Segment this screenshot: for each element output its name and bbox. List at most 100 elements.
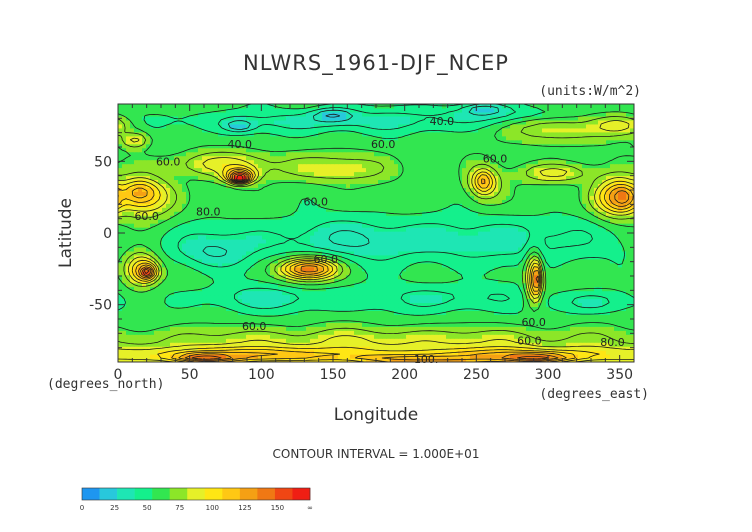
heatmap-cell	[486, 231, 491, 236]
heatmap-cell	[386, 326, 391, 331]
heatmap-cell	[602, 318, 607, 323]
heatmap-cell	[166, 290, 171, 296]
heatmap-cell	[150, 318, 155, 323]
heatmap-cell	[478, 282, 483, 288]
heatmap-cell	[314, 211, 319, 216]
heatmap-cell	[586, 358, 591, 362]
heatmap-cell	[350, 294, 355, 300]
heatmap-cell	[462, 298, 467, 304]
heatmap-cell	[134, 318, 139, 323]
heatmap-cell	[470, 350, 475, 355]
heatmap-cell	[366, 227, 371, 232]
heatmap-cell	[398, 207, 403, 212]
heatmap-cell	[578, 211, 583, 216]
heatmap-cell	[346, 346, 351, 351]
heatmap-cell	[554, 258, 559, 264]
heatmap-cell	[402, 294, 407, 300]
heatmap-cell	[546, 282, 551, 288]
heatmap-cell	[506, 258, 511, 264]
heatmap-cell	[510, 334, 515, 339]
heatmap-cell	[178, 306, 183, 311]
heatmap-cell	[366, 318, 371, 323]
heatmap-cell	[158, 231, 163, 236]
heatmap-cell	[410, 314, 415, 319]
heatmap-cell	[582, 234, 587, 240]
heatmap-cell	[230, 302, 235, 308]
heatmap-cell	[450, 238, 455, 244]
heatmap-cell	[630, 330, 634, 335]
heatmap-cell	[594, 223, 599, 228]
heatmap-cell	[142, 310, 147, 315]
heatmap-cell	[390, 358, 395, 362]
heatmap-cell	[354, 246, 359, 252]
heatmap-cell	[382, 290, 387, 296]
heatmap-cell	[418, 282, 423, 288]
heatmap-cell	[238, 211, 243, 216]
heatmap-cell	[230, 274, 235, 280]
heatmap-cell	[158, 326, 163, 331]
heatmap-cell	[118, 242, 123, 248]
heatmap-cell	[474, 278, 479, 284]
heatmap-cell	[574, 223, 579, 228]
heatmap-cell	[454, 227, 459, 232]
heatmap-cell	[550, 262, 555, 268]
heatmap-cell	[226, 223, 231, 228]
heatmap-cell	[554, 298, 559, 304]
heatmap-cell	[562, 258, 567, 264]
heatmap-cell	[430, 294, 435, 300]
heatmap-cell	[238, 234, 243, 240]
heatmap-cell	[626, 246, 631, 252]
heatmap-cell	[426, 250, 431, 256]
heatmap-cell	[578, 250, 583, 256]
heatmap-cell	[194, 302, 199, 308]
heatmap-cell	[530, 306, 535, 311]
heatmap-cell	[574, 310, 579, 315]
heatmap-cell	[366, 278, 371, 284]
heatmap-cell	[542, 270, 547, 276]
heatmap-cell	[262, 234, 267, 240]
heatmap-cell	[534, 326, 539, 331]
heatmap-cell	[510, 270, 515, 276]
heatmap-cell	[414, 262, 419, 268]
heatmap-cell	[362, 310, 367, 315]
heatmap-cell	[510, 215, 515, 220]
heatmap-cell	[222, 254, 227, 260]
heatmap-cell	[378, 231, 383, 236]
heatmap-cell	[394, 250, 399, 256]
heatmap-cell	[158, 282, 163, 288]
heatmap-cell	[126, 354, 131, 359]
heatmap-cell	[574, 346, 579, 351]
heatmap-cell	[206, 234, 211, 240]
heatmap-cell	[322, 338, 327, 343]
heatmap-cell	[554, 246, 559, 252]
heatmap-cell	[506, 354, 511, 359]
heatmap-cell	[462, 242, 467, 248]
heatmap-cell	[594, 219, 599, 224]
heatmap-cell	[582, 298, 587, 304]
heatmap-cell	[154, 306, 159, 311]
heatmap-cell	[406, 231, 411, 236]
heatmap-cell	[194, 306, 199, 311]
heatmap-cell	[266, 219, 271, 224]
heatmap-cell	[190, 306, 195, 311]
heatmap-cell	[186, 262, 191, 268]
heatmap-cell	[322, 314, 327, 319]
heatmap-cell	[418, 250, 423, 256]
heatmap-cell	[182, 254, 187, 260]
heatmap-cell	[518, 338, 523, 343]
heatmap-cell	[214, 310, 219, 315]
heatmap-cell	[194, 254, 199, 260]
heatmap-cell	[230, 354, 235, 359]
heatmap-cell	[506, 234, 511, 240]
heatmap-cell	[170, 302, 175, 308]
heatmap-cell	[402, 250, 407, 256]
heatmap-cell	[402, 350, 407, 355]
heatmap-cell	[422, 231, 427, 236]
heatmap-cell	[578, 219, 583, 224]
heatmap-cell	[398, 322, 403, 327]
heatmap-cell	[214, 318, 219, 323]
heatmap-cell	[170, 211, 175, 216]
heatmap-cell	[618, 358, 623, 362]
heatmap-cell	[418, 231, 423, 236]
heatmap-cell	[458, 207, 463, 212]
